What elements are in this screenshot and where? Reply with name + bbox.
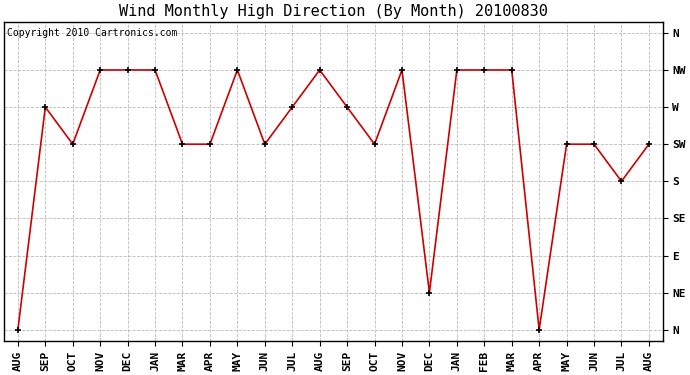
Title: Wind Monthly High Direction (By Month) 20100830: Wind Monthly High Direction (By Month) 2… bbox=[119, 4, 548, 19]
Text: Copyright 2010 Cartronics.com: Copyright 2010 Cartronics.com bbox=[8, 28, 178, 38]
